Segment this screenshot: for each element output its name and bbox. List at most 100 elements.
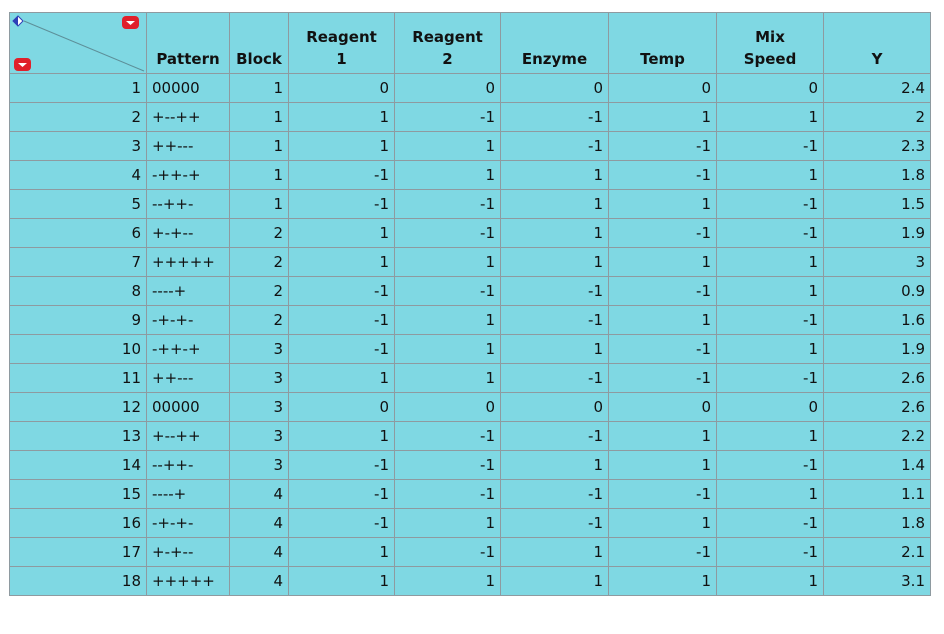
temp-cell[interactable]: 1 xyxy=(608,189,717,219)
row-number[interactable]: 6 xyxy=(9,218,147,248)
reagent-2-cell[interactable]: -1 xyxy=(394,450,501,480)
reagent-1-cell[interactable]: 1 xyxy=(288,102,395,132)
mix-speed-cell[interactable]: 1 xyxy=(716,566,824,596)
reagent-1-cell[interactable]: -1 xyxy=(288,508,395,538)
reagent-2-cell[interactable]: -1 xyxy=(394,218,501,248)
mix-speed-cell[interactable]: -1 xyxy=(716,363,824,393)
enzyme-cell[interactable]: 1 xyxy=(500,334,609,364)
temp-cell[interactable]: -1 xyxy=(608,537,717,567)
enzyme-cell[interactable]: -1 xyxy=(500,131,609,161)
pattern-cell[interactable]: -++-+ xyxy=(146,160,230,190)
pattern-cell[interactable]: ++--- xyxy=(146,363,230,393)
temp-cell[interactable]: 0 xyxy=(608,392,717,422)
y-cell[interactable]: 2.6 xyxy=(823,363,931,393)
reagent-2-cell[interactable]: 1 xyxy=(394,566,501,596)
mix-speed-cell[interactable]: 1 xyxy=(716,421,824,451)
block-cell[interactable]: 3 xyxy=(229,363,289,393)
enzyme-cell[interactable]: -1 xyxy=(500,102,609,132)
reagent-1-cell[interactable]: -1 xyxy=(288,479,395,509)
column-header-enzyme[interactable]: Enzyme xyxy=(500,12,609,74)
block-cell[interactable]: 1 xyxy=(229,102,289,132)
row-number[interactable]: 1 xyxy=(9,73,147,103)
reagent-2-cell[interactable]: 1 xyxy=(394,508,501,538)
reagent-1-cell[interactable]: -1 xyxy=(288,334,395,364)
mix-speed-cell[interactable]: 1 xyxy=(716,102,824,132)
row-number[interactable]: 11 xyxy=(9,363,147,393)
pattern-cell[interactable]: ----+ xyxy=(146,276,230,306)
reagent-2-cell[interactable]: -1 xyxy=(394,189,501,219)
mix-speed-cell[interactable]: 1 xyxy=(716,160,824,190)
temp-cell[interactable]: 1 xyxy=(608,566,717,596)
temp-cell[interactable]: -1 xyxy=(608,276,717,306)
pattern-cell[interactable]: 00000 xyxy=(146,392,230,422)
pattern-cell[interactable]: --++- xyxy=(146,450,230,480)
pattern-cell[interactable]: 00000 xyxy=(146,73,230,103)
table-corner[interactable] xyxy=(9,12,147,74)
y-cell[interactable]: 1.9 xyxy=(823,218,931,248)
reagent-1-cell[interactable]: 1 xyxy=(288,421,395,451)
block-cell[interactable]: 3 xyxy=(229,392,289,422)
temp-cell[interactable]: 0 xyxy=(608,73,717,103)
block-cell[interactable]: 1 xyxy=(229,160,289,190)
row-number[interactable]: 16 xyxy=(9,508,147,538)
reagent-1-cell[interactable]: -1 xyxy=(288,450,395,480)
block-cell[interactable]: 4 xyxy=(229,537,289,567)
enzyme-cell[interactable]: 1 xyxy=(500,537,609,567)
reagent-2-cell[interactable]: -1 xyxy=(394,479,501,509)
reagent-1-cell[interactable]: 0 xyxy=(288,392,395,422)
reagent-1-cell[interactable]: 0 xyxy=(288,73,395,103)
pattern-cell[interactable]: -+-+- xyxy=(146,305,230,335)
mix-speed-cell[interactable]: -1 xyxy=(716,305,824,335)
y-cell[interactable]: 2.3 xyxy=(823,131,931,161)
reagent-2-cell[interactable]: 0 xyxy=(394,73,501,103)
y-cell[interactable]: 1.1 xyxy=(823,479,931,509)
reagent-2-cell[interactable]: 1 xyxy=(394,363,501,393)
enzyme-cell[interactable]: 1 xyxy=(500,247,609,277)
pattern-cell[interactable]: ++--- xyxy=(146,131,230,161)
mix-speed-cell[interactable]: 1 xyxy=(716,247,824,277)
row-number[interactable]: 2 xyxy=(9,102,147,132)
enzyme-cell[interactable]: 1 xyxy=(500,450,609,480)
block-cell[interactable]: 3 xyxy=(229,334,289,364)
temp-cell[interactable]: 1 xyxy=(608,305,717,335)
block-cell[interactable]: 2 xyxy=(229,276,289,306)
select-all-diamond-icon[interactable] xyxy=(12,15,24,27)
enzyme-cell[interactable]: 0 xyxy=(500,73,609,103)
mix-speed-cell[interactable]: -1 xyxy=(716,218,824,248)
mix-speed-cell[interactable]: -1 xyxy=(716,537,824,567)
row-number[interactable]: 14 xyxy=(9,450,147,480)
row-number[interactable]: 12 xyxy=(9,392,147,422)
mix-speed-cell[interactable]: 1 xyxy=(716,334,824,364)
temp-cell[interactable]: 1 xyxy=(608,102,717,132)
enzyme-cell[interactable]: -1 xyxy=(500,508,609,538)
reagent-2-cell[interactable]: 1 xyxy=(394,334,501,364)
y-cell[interactable]: 2.1 xyxy=(823,537,931,567)
mix-speed-cell[interactable]: -1 xyxy=(716,508,824,538)
reagent-1-cell[interactable]: 1 xyxy=(288,247,395,277)
reagent-1-cell[interactable]: -1 xyxy=(288,189,395,219)
column-header-temp[interactable]: Temp xyxy=(608,12,717,74)
mix-speed-cell[interactable]: -1 xyxy=(716,189,824,219)
reagent-2-cell[interactable]: 1 xyxy=(394,305,501,335)
row-number[interactable]: 17 xyxy=(9,537,147,567)
reagent-2-cell[interactable]: -1 xyxy=(394,276,501,306)
reagent-1-cell[interactable]: -1 xyxy=(288,276,395,306)
row-number[interactable]: 5 xyxy=(9,189,147,219)
y-cell[interactable]: 0.9 xyxy=(823,276,931,306)
temp-cell[interactable]: 1 xyxy=(608,247,717,277)
reagent-2-cell[interactable]: 0 xyxy=(394,392,501,422)
temp-cell[interactable]: 1 xyxy=(608,421,717,451)
row-number[interactable]: 9 xyxy=(9,305,147,335)
y-cell[interactable]: 2.4 xyxy=(823,73,931,103)
temp-cell[interactable]: -1 xyxy=(608,334,717,364)
block-cell[interactable]: 4 xyxy=(229,479,289,509)
pattern-cell[interactable]: ----+ xyxy=(146,479,230,509)
row-number[interactable]: 18 xyxy=(9,566,147,596)
enzyme-cell[interactable]: 1 xyxy=(500,189,609,219)
row-menu-icon[interactable] xyxy=(14,58,31,71)
reagent-1-cell[interactable]: 1 xyxy=(288,566,395,596)
reagent-2-cell[interactable]: -1 xyxy=(394,421,501,451)
enzyme-cell[interactable]: -1 xyxy=(500,305,609,335)
column-header-reagent-2[interactable]: Reagent 2 xyxy=(394,12,501,74)
y-cell[interactable]: 2.6 xyxy=(823,392,931,422)
